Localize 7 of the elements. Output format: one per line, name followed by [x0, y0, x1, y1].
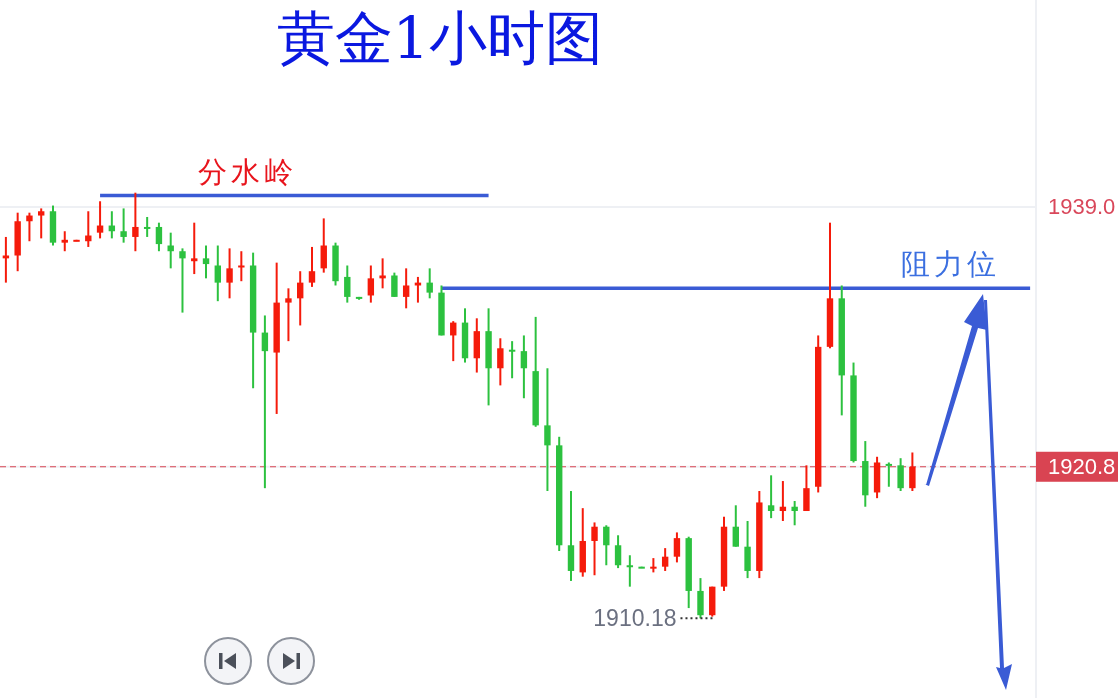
annotation: 1910.18: [593, 605, 677, 632]
series-label: 阻力位: [900, 247, 1000, 282]
y-tick-label: 1920.8: [1048, 454, 1116, 480]
annotation: 1910.18: [593, 605, 714, 632]
series-label: 分水岭: [197, 154, 297, 189]
y-tick-label: 1939.0: [1048, 194, 1116, 220]
chart-title: 黄金1小时图: [276, 4, 604, 72]
